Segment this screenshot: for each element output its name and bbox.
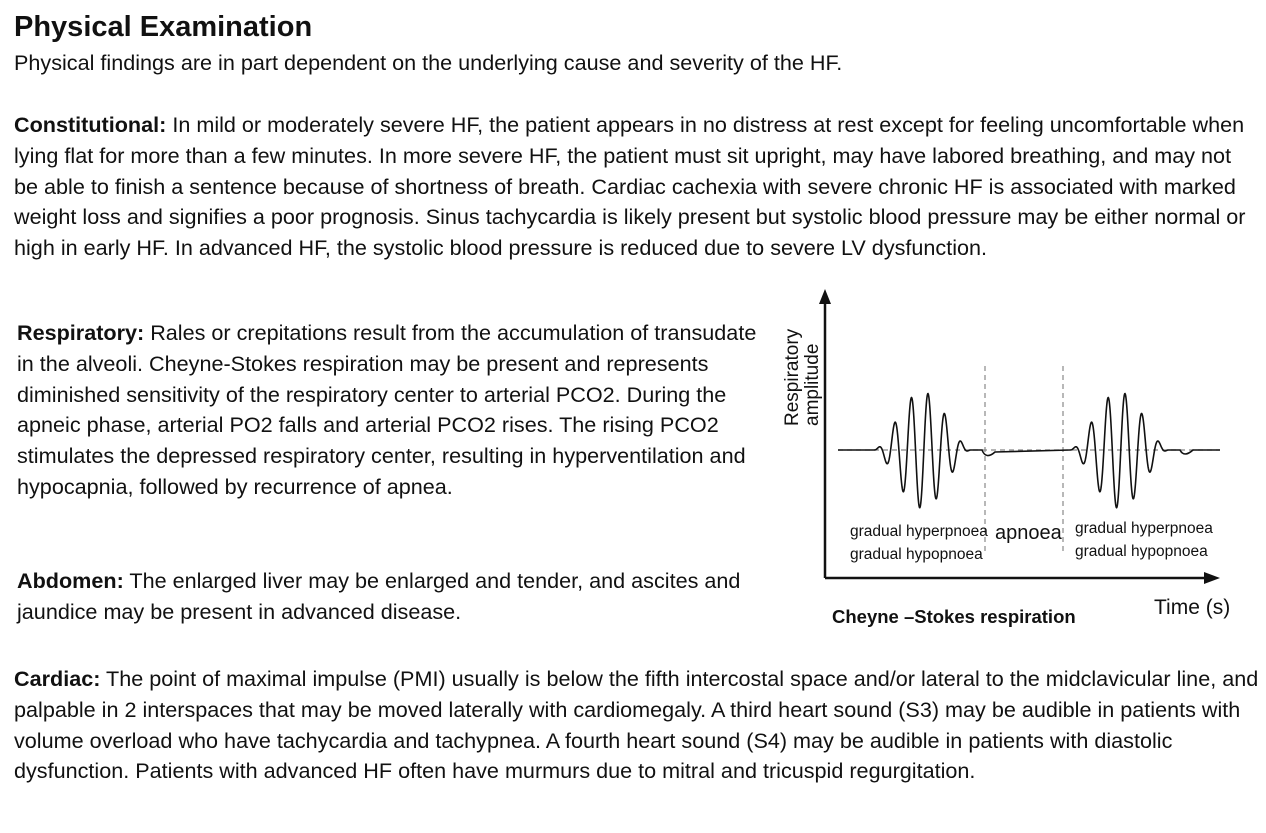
cardiac-paragraph: Cardiac: The point of maximal impulse (P… xyxy=(14,664,1259,787)
page-title: Physical Examination xyxy=(14,11,313,43)
intro-paragraph: Physical findings are in part dependent … xyxy=(14,50,843,75)
constitutional-text: In mild or moderately severe HF, the pat… xyxy=(14,112,1246,261)
phase-label-left-line2: gradual hypopnoea xyxy=(850,546,983,563)
respiratory-text: Rales or crepitations result from the ac… xyxy=(17,320,757,499)
constitutional-heading: Constitutional: xyxy=(14,112,167,137)
y-axis-label-line2: amplitude xyxy=(802,344,823,426)
cheyne-stokes-figure: Respiratory amplitude gradual hyperpnoea… xyxy=(782,289,1230,627)
phase-label-right-line2: gradual hypopnoea xyxy=(1075,543,1208,560)
abdomen-text: The enlarged liver may be enlarged and t… xyxy=(17,568,741,624)
cardiac-text: The point of maximal impulse (PMI) usual… xyxy=(14,666,1259,784)
y-axis-label-line1: Respiratory xyxy=(782,328,803,426)
figure-caption: Cheyne –Stokes respiration xyxy=(832,606,1076,627)
constitutional-paragraph: Constitutional: In mild or moderately se… xyxy=(14,110,1259,264)
abdomen-paragraph: Abdomen: The enlarged liver may be enlar… xyxy=(17,566,757,628)
x-axis-arrowhead xyxy=(1204,572,1220,584)
cardiac-heading: Cardiac: xyxy=(14,666,101,691)
respiratory-heading: Respiratory: xyxy=(17,320,145,345)
respiratory-paragraph: Respiratory: Rales or crepitations resul… xyxy=(17,318,757,503)
phase-label-middle: apnoea xyxy=(995,522,1063,544)
phase-label-right-line1: gradual hyperpnoea xyxy=(1075,520,1213,537)
respiration-waveform xyxy=(838,392,1220,509)
y-axis-arrowhead xyxy=(819,289,831,304)
phase-label-left-line1: gradual hyperpnoea xyxy=(850,523,988,540)
abdomen-heading: Abdomen: xyxy=(17,568,124,593)
x-axis-label: Time (s) xyxy=(1154,596,1230,619)
